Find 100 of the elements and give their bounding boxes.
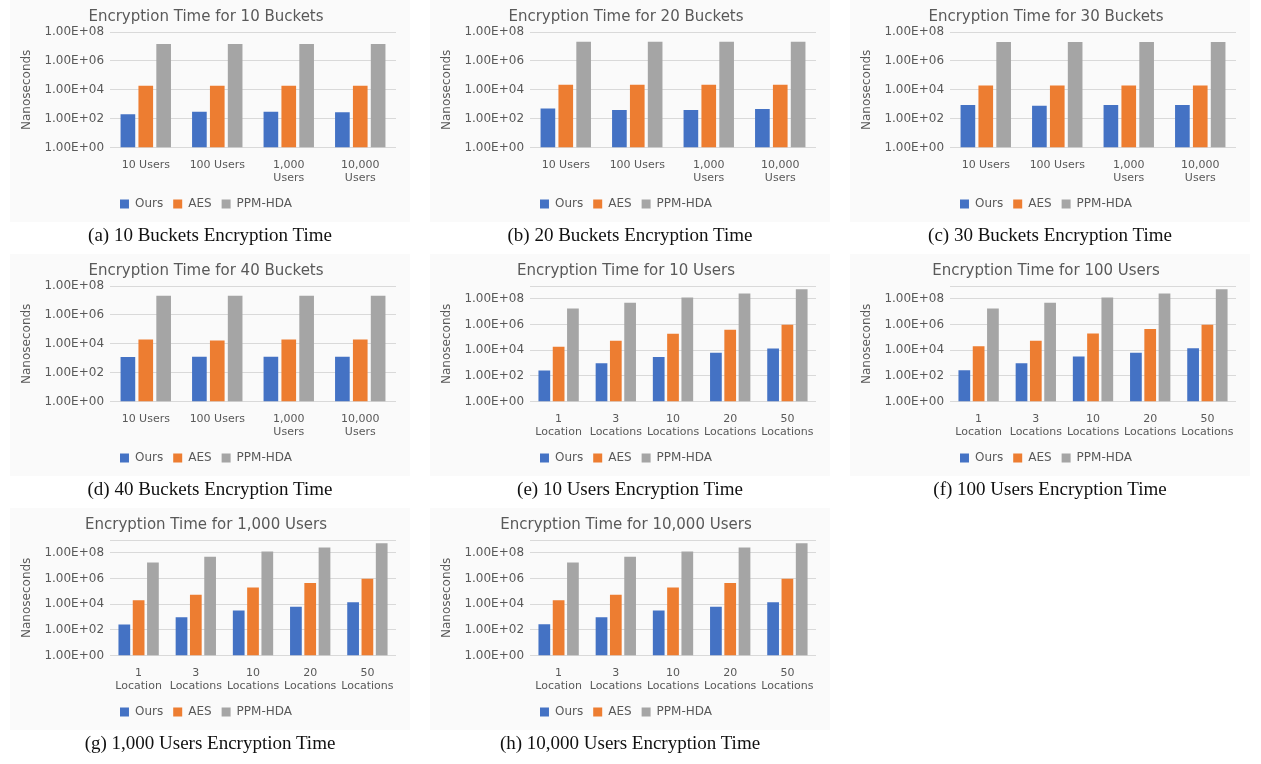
y-axis-title: Nanoseconds [859, 303, 874, 384]
chart-title: Encryption Time for 20 Buckets [508, 6, 744, 25]
y-tick-label: 1.00E+04 [884, 81, 945, 96]
x-tick-label: 1 Location [535, 412, 582, 439]
x-tick-label: 10 Users [121, 412, 171, 426]
y-tick-label: 1.00E+04 [44, 596, 105, 611]
text: (e) 10 Users Encryption Time [517, 478, 743, 500]
legend-label: Ours [134, 704, 164, 719]
legend-label: AES [1028, 450, 1052, 465]
y-tick-label: 1.00E+02 [464, 110, 525, 125]
y-axis-title: Nanoseconds [439, 49, 454, 130]
x-tick-label: 20 Locations [284, 666, 337, 693]
x-tick-label: 1,000 Users [273, 412, 305, 439]
legend-label: AES [188, 450, 212, 465]
x-tick-label: 100 Users [189, 412, 246, 426]
y-tick-label: 1.00E+06 [44, 570, 105, 585]
chart-title: Encryption Time for 100 Users [932, 260, 1160, 279]
legend-label: AES [188, 704, 212, 719]
x-tick-label: 10,000 Users [1181, 158, 1220, 185]
x-tick-label: 10 Locations [646, 412, 700, 439]
y-tick-label: 1.00E+06 [44, 53, 105, 68]
x-tick-label: 100 Users [189, 158, 246, 172]
y-tick-label: 1.00E+00 [44, 139, 105, 154]
y-tick-label: 1.00E+04 [464, 342, 525, 357]
y-axis-title: Nanoseconds [19, 49, 34, 130]
x-tick-label: 50 Locations [761, 666, 814, 693]
chart-title: Encryption Time for 10 Buckets [88, 6, 324, 25]
x-tick-label: 10,000 Users [341, 412, 380, 439]
x-tick-label: 1,000 Users [693, 158, 725, 185]
legend-label: Ours [974, 450, 1004, 465]
y-tick-label: 1.00E+06 [464, 316, 525, 331]
y-axis-title: Nanoseconds [19, 557, 34, 638]
legend-label: AES [608, 196, 632, 211]
x-tick-label: 10 Users [541, 158, 591, 172]
y-tick-label: 1.00E+04 [884, 342, 945, 357]
x-tick-label: 10 Users [121, 158, 171, 172]
legend-label: PPM-HDA [656, 704, 713, 719]
text: (c) 30 Buckets Encryption Time [928, 224, 1172, 246]
legend-label: Ours [554, 704, 584, 719]
y-tick-label: 1.00E+02 [44, 110, 105, 125]
y-tick-label: 1.00E+04 [464, 596, 525, 611]
x-tick-label: 50 Locations [1181, 412, 1234, 439]
x-tick-label: 10 Users [961, 158, 1011, 172]
legend-label: PPM-HDA [236, 704, 293, 719]
chart-title: Encryption Time for 10,000 Users [500, 514, 752, 533]
x-tick-label: 20 Locations [1124, 412, 1177, 439]
y-tick-label: 1.00E+08 [44, 278, 105, 293]
x-tick-label: 3 Locations [589, 666, 643, 693]
text: (g) 1,000 Users Encryption Time [84, 732, 336, 754]
x-tick-label: 20 Locations [704, 666, 757, 693]
legend-label: PPM-HDA [1076, 196, 1133, 211]
y-tick-label: 1.00E+00 [884, 139, 945, 154]
legend-label: PPM-HDA [236, 196, 293, 211]
y-tick-label: 1.00E+06 [884, 53, 945, 68]
y-tick-label: 1.00E+00 [464, 139, 525, 154]
legend-label: Ours [134, 196, 164, 211]
y-tick-label: 1.00E+02 [464, 368, 525, 383]
x-tick-label: 100 Users [609, 158, 666, 172]
text: (f) 100 Users Encryption Time [933, 478, 1167, 500]
x-tick-label: 50 Locations [341, 666, 394, 693]
y-tick-label: 1.00E+08 [884, 24, 945, 39]
x-tick-label: 10,000 Users [341, 158, 380, 185]
chart-title: Encryption Time for 30 Buckets [928, 6, 1164, 25]
y-tick-label: 1.00E+08 [44, 544, 105, 559]
legend-label: Ours [554, 196, 584, 211]
y-tick-label: 1.00E+06 [884, 316, 945, 331]
legend-label: PPM-HDA [656, 450, 713, 465]
y-axis-title: Nanoseconds [439, 557, 454, 638]
chart-title: Encryption Time for 40 Buckets [88, 260, 324, 279]
y-axis-title: Nanoseconds [19, 303, 34, 384]
y-tick-label: 1.00E+00 [464, 647, 525, 662]
y-tick-label: 1.00E+02 [464, 622, 525, 637]
y-tick-label: 1.00E+02 [884, 110, 945, 125]
x-tick-label: 1,000 Users [1113, 158, 1145, 185]
x-tick-label: 3 Locations [1009, 412, 1063, 439]
y-tick-label: 1.00E+08 [44, 24, 105, 39]
x-tick-label: 1 Location [115, 666, 162, 693]
y-tick-label: 1.00E+04 [44, 81, 105, 96]
legend-label: AES [608, 450, 632, 465]
y-tick-label: 1.00E+00 [44, 393, 105, 408]
y-tick-label: 1.00E+02 [884, 368, 945, 383]
chart-title: Encryption Time for 1,000 Users [85, 514, 328, 533]
y-tick-label: 1.00E+04 [44, 335, 105, 350]
x-tick-label: 3 Locations [169, 666, 223, 693]
y-tick-label: 1.00E+08 [464, 24, 525, 39]
text: (d) 40 Buckets Encryption Time [87, 478, 333, 500]
legend-label: Ours [554, 450, 584, 465]
x-tick-label: 10 Locations [646, 666, 700, 693]
x-tick-label: 50 Locations [761, 412, 814, 439]
y-tick-label: 1.00E+06 [464, 570, 525, 585]
text: (b) 20 Buckets Encryption Time [507, 224, 753, 246]
y-tick-label: 1.00E+00 [44, 647, 105, 662]
chart-title: Encryption Time for 10 Users [516, 260, 736, 279]
x-tick-label: 1 Location [955, 412, 1002, 439]
legend-label: PPM-HDA [656, 196, 713, 211]
x-tick-label: 3 Locations [589, 412, 643, 439]
y-tick-label: 1.00E+08 [464, 290, 525, 305]
legend-label: PPM-HDA [236, 450, 293, 465]
y-tick-label: 1.00E+08 [884, 290, 945, 305]
x-tick-label: 1,000 Users [273, 158, 305, 185]
